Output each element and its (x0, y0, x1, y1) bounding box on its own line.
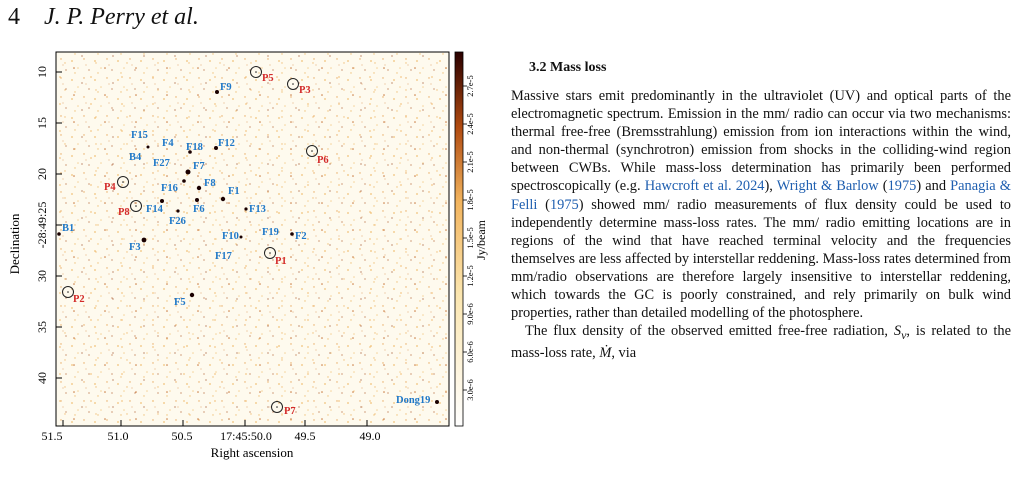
text-run: The flux density of the observed emitted… (525, 323, 894, 340)
x-tick-label: 50.5 (172, 429, 193, 443)
sky-map-svg: 51.5 51.0 50.5 17:45:50.0 49.5 49.0 Righ… (7, 51, 488, 460)
colorbar (454, 51, 464, 427)
source-label: F13 (249, 204, 266, 215)
paragraph-flux-density: The flux density of the observed emitted… (511, 322, 1011, 362)
colorbar-tick: 2.4e-5 (465, 113, 475, 134)
running-authors: J. P. Perry et al. (44, 4, 199, 30)
source-label: F4 (162, 138, 174, 149)
source-label: F18 (186, 142, 203, 153)
colorbar-tick: 2.7e-5 (465, 75, 475, 96)
y-tick-label: -28:49:25 (35, 202, 49, 249)
source-label: F12 (218, 138, 235, 149)
x-tick-label: 49.0 (360, 429, 381, 443)
page-number: 4 (8, 4, 20, 30)
blue-source-labels: F9 F15 F4 F18 F12 B4 F27 F7 F8 F16 F1 F1… (62, 82, 430, 406)
source-label: P1 (275, 256, 287, 267)
source-label: P4 (104, 182, 116, 193)
x-tick-label: 49.5 (295, 429, 316, 443)
source-label: F17 (215, 251, 232, 262)
text-run: ), (764, 178, 777, 195)
symbol-nu-subscript: ν (901, 328, 907, 343)
source-label: F2 (295, 231, 307, 242)
y-tick-label: 20 (35, 168, 49, 180)
text-run: ( (537, 196, 550, 213)
source-label: F19 (262, 227, 279, 238)
citation-link[interactable]: Hawcroft et al. 2024 (644, 178, 765, 195)
colorbar-tick: 1.8e-5 (465, 189, 475, 210)
source-label: P2 (73, 294, 85, 305)
x-tick-label: 51.5 (42, 429, 63, 443)
source-label: F26 (169, 216, 186, 227)
text-run: , via (611, 345, 637, 362)
source-label: F15 (131, 130, 148, 141)
colorbar-tick: 3.0e-6 (465, 379, 475, 400)
y-axis-label: Declination (7, 213, 22, 274)
colorbar-tick: 1.5e-5 (465, 227, 475, 248)
symbol-flux: S (893, 323, 902, 340)
y-tick-label: 35 (35, 321, 49, 333)
section-heading: 3.2 Mass loss (529, 60, 607, 75)
p-source-circles (62, 66, 318, 413)
citation-link[interactable]: Wright & Barlow (776, 178, 879, 195)
y-tick-label: 30 (35, 270, 49, 282)
colorbar-tick: 9.0e-6 (465, 303, 475, 324)
source-label: F14 (146, 204, 164, 215)
text-run: Massive stars emit predominantly in the … (511, 88, 1011, 195)
citation-link[interactable]: 1975 (549, 196, 579, 213)
source-dots (57, 90, 439, 404)
source-label: F27 (153, 158, 170, 169)
x-tick-label: 17:45:50.0 (220, 429, 272, 443)
x-tick-label: 51.0 (108, 429, 129, 443)
source-label: P5 (262, 73, 274, 84)
source-label: F3 (129, 242, 141, 253)
source-label: F5 (174, 297, 186, 308)
x-axis-label: Right ascension (211, 445, 294, 460)
source-label: F9 (220, 82, 232, 93)
page-header: 4 J. P. Perry et al. (8, 4, 199, 31)
colorbar-tick: 1.2e-5 (465, 265, 475, 286)
source-label: F8 (204, 178, 216, 189)
source-label: P7 (284, 406, 296, 417)
source-label: F10 (222, 231, 239, 242)
colorbar-tick: 2.1e-5 (465, 151, 475, 172)
source-label: P3 (299, 85, 311, 96)
text-run: ) and (916, 178, 951, 195)
text-run: , is related to the mass-loss rate, (511, 323, 1011, 362)
source-label: F16 (161, 183, 178, 194)
citation-link[interactable]: 1975 (887, 178, 917, 195)
source-label: P6 (317, 155, 329, 166)
axis-ticks (56, 71, 368, 426)
y-tick-label: 15 (35, 117, 49, 129)
paragraph-mass-loss-intro: Massive stars emit predominantly in the … (511, 87, 1011, 322)
y-tick-label: 40 (35, 372, 49, 384)
source-label: F7 (193, 161, 205, 172)
y-tick-label: 10 (35, 66, 49, 78)
source-label: B1 (62, 223, 74, 234)
text-run: ( (878, 178, 888, 195)
red-source-labels: P5 P3 P6 P4 P8 P1 P2 P7 (73, 73, 329, 417)
sky-map-figure: 51.5 51.0 50.5 17:45:50.0 49.5 49.0 Righ… (7, 51, 488, 460)
citation-link[interactable]: Panagia & Felli (511, 178, 1011, 213)
source-label: Dong19 (396, 395, 430, 406)
symbol-mass-loss-rate: Ṁ (599, 345, 612, 362)
body-text: Massive stars emit predominantly in the … (511, 87, 1011, 362)
source-label: F1 (228, 186, 240, 197)
source-label: B4 (129, 152, 142, 163)
source-label: P8 (118, 207, 130, 218)
colorbar-tick: 6.0e-6 (465, 341, 475, 362)
colorbar-label: Jy/beam (474, 219, 488, 260)
source-label: F6 (193, 204, 205, 215)
text-run: ) showed mm/ radio measurements of flux … (511, 196, 1012, 322)
